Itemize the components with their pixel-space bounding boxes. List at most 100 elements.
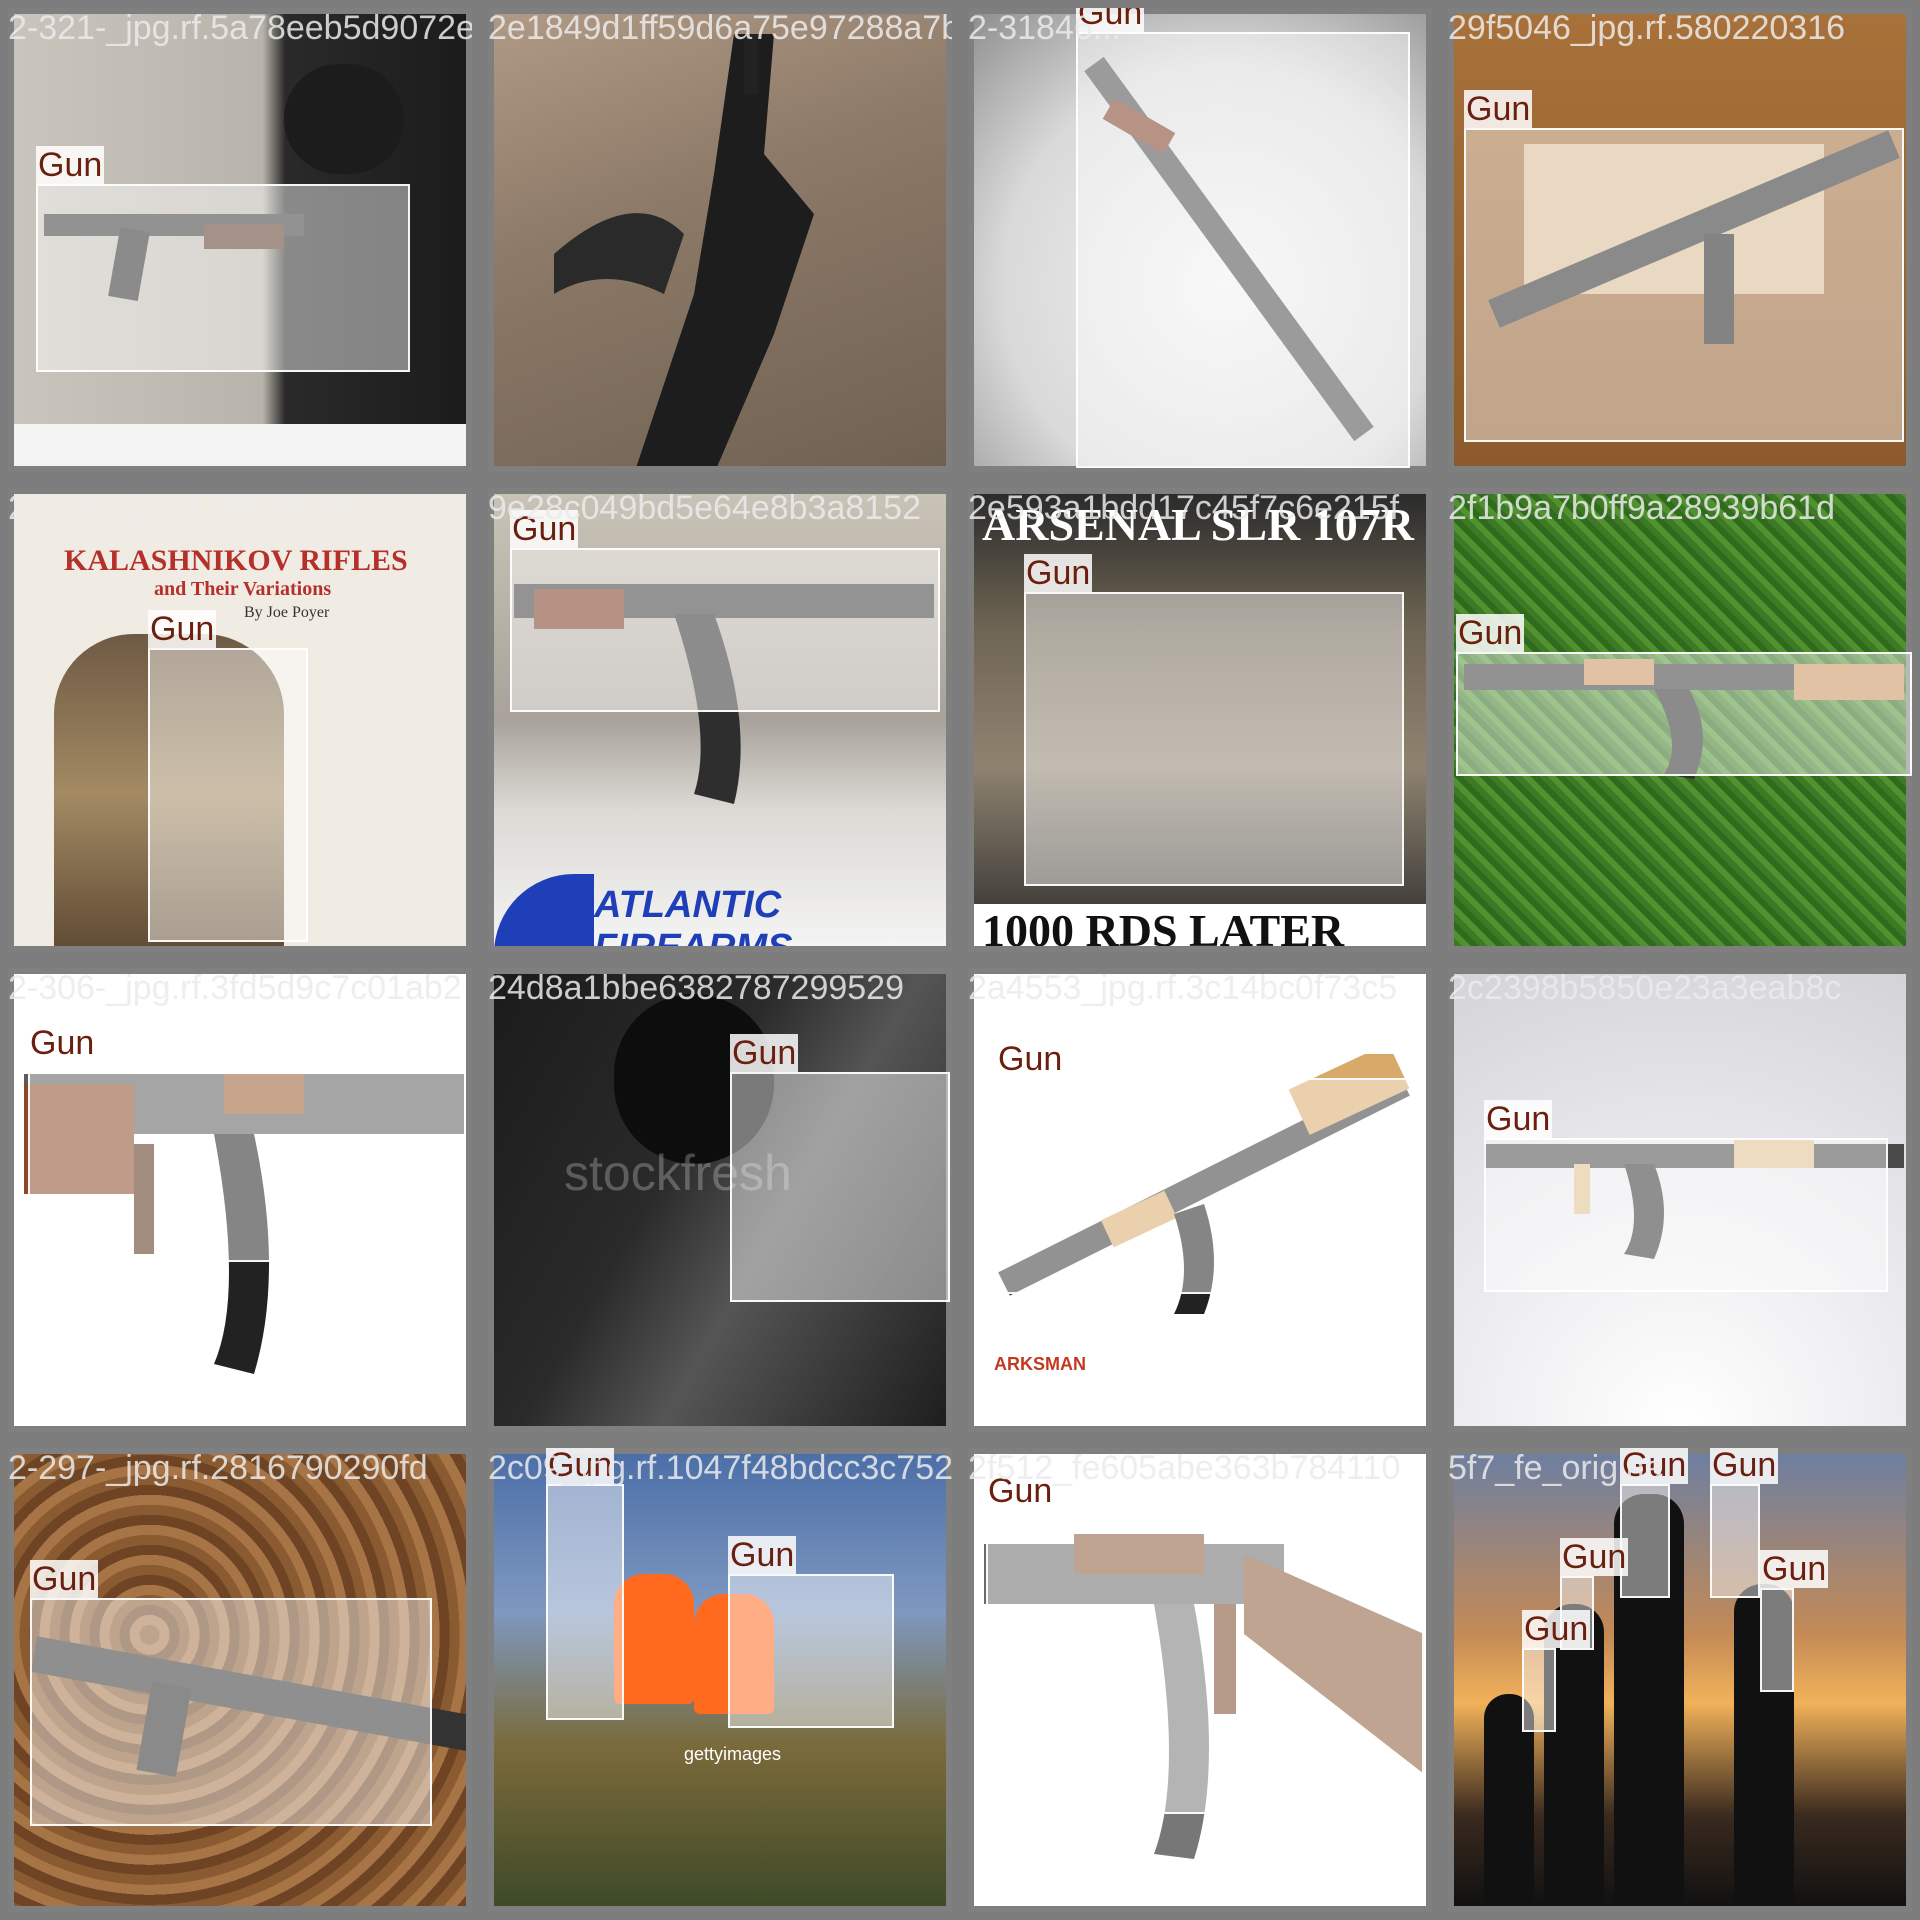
tile-15[interactable]: 2f512_fe605abe363b784110 Gun bbox=[960, 1440, 1440, 1920]
filename: 2-306-_jpg.rf.3fd5d9c7c01ab2 bbox=[8, 969, 462, 1007]
tile-8[interactable]: 2f1b9a7b0ff9a28939b61d Gun bbox=[1440, 480, 1920, 960]
detection-box[interactable]: Gun bbox=[1076, 8, 1410, 468]
class-label: Gun bbox=[148, 610, 217, 648]
detection-box[interactable]: Gun bbox=[1456, 614, 1912, 776]
banner-bottom-bg bbox=[974, 904, 1426, 946]
rifle-icon bbox=[1084, 56, 1374, 442]
filename: 2a4553_jpg.rf.3c14bc0f73c5 bbox=[968, 969, 1398, 1007]
filename: 2f1b9a7b0ff9a28939b61d bbox=[1448, 489, 1835, 527]
tile-12[interactable]: 2c2398b5850e23a3eab8c Gun bbox=[1440, 960, 1920, 1440]
tile-5[interactable]: KALASHNIKOV RIFLES and Their Variations … bbox=[0, 480, 480, 960]
photo bbox=[14, 14, 466, 466]
photo: ARKSMAN bbox=[974, 974, 1426, 1426]
class-label: Gun bbox=[36, 146, 105, 184]
rifle-icon bbox=[984, 1534, 1424, 1859]
detection-box[interactable]: Gun bbox=[1464, 90, 1904, 442]
tile-2[interactable]: 2e1849d1ff59d6a75e97288a7b18 bbox=[480, 0, 960, 480]
detection-box[interactable]: Gun bbox=[730, 1034, 950, 1302]
detection-box[interactable]: Gun bbox=[1024, 554, 1404, 886]
photo bbox=[494, 14, 946, 466]
photo bbox=[14, 1454, 466, 1906]
tile-7[interactable]: ARSENAL SLR 107R 1000 RDS LATER 2e593a1b… bbox=[960, 480, 1440, 960]
filename: 2c2398b5850e23a3eab8c bbox=[1448, 969, 1842, 1007]
class-label: Gun bbox=[1024, 554, 1093, 592]
cover-author: By Joe Poyer bbox=[244, 604, 330, 621]
rifle-icon bbox=[44, 214, 304, 302]
balaclava-head bbox=[614, 994, 774, 1164]
class-label: Gun bbox=[996, 1040, 1065, 1078]
footer-strip bbox=[14, 424, 466, 466]
rifle-icon bbox=[1488, 130, 1900, 344]
class-label: Gun bbox=[28, 1024, 97, 1062]
filename: 2-316-_jpg.rf.36fe9b44c02d bbox=[8, 489, 426, 527]
logo-text: ARKSMAN bbox=[994, 1354, 1086, 1374]
silhouette-4 bbox=[1484, 1694, 1534, 1906]
class-label: Gun bbox=[1456, 614, 1525, 652]
class-label: Gun bbox=[546, 1446, 615, 1484]
hunter-1 bbox=[614, 1574, 694, 1704]
tile-14[interactable]: gettyimages 2c09_jpg.rf.1047f48bdcc3c752… bbox=[480, 1440, 960, 1920]
rifle-icon bbox=[514, 584, 934, 804]
photo bbox=[1454, 494, 1906, 946]
logo-text: ATLANTIC FIREARMS bbox=[594, 884, 792, 946]
class-label: Gun bbox=[1484, 1100, 1553, 1138]
detection-box[interactable]: Gun bbox=[728, 1536, 894, 1728]
detection-box[interactable]: Gun bbox=[30, 1560, 432, 1826]
filename: 2-31846... bbox=[968, 9, 1122, 47]
detection-box[interactable]: Gun bbox=[1760, 1550, 1829, 1692]
watermark: stockfresh bbox=[564, 1145, 792, 1201]
detection-box[interactable]: Gun bbox=[996, 1040, 1424, 1294]
tile-4[interactable]: 29f5046_jpg.rf.580220316 Gun bbox=[1440, 0, 1920, 480]
detection-box[interactable]: Gun bbox=[1522, 1610, 1591, 1732]
helmet bbox=[284, 64, 404, 174]
detection-box[interactable]: Gun bbox=[986, 1472, 1424, 1814]
detection-box[interactable]: Gun bbox=[148, 610, 308, 942]
tile-16[interactable]: 5f7_fe_original Gun Gun Gun Gun Gun bbox=[1440, 1440, 1920, 1920]
class-label: Gun bbox=[1464, 90, 1533, 128]
rifle-icon bbox=[1464, 659, 1904, 779]
class-label: Gun bbox=[986, 1472, 1055, 1510]
tile-10[interactable]: stockfresh 24d8a1bbe6382787299529 Gun bbox=[480, 960, 960, 1440]
class-label: Gun bbox=[510, 510, 579, 548]
banner-bottom: 1000 RDS LATER bbox=[982, 905, 1345, 946]
detection-box[interactable]: Gun bbox=[1710, 1448, 1779, 1598]
class-label: Gun bbox=[728, 1536, 797, 1574]
logo-wave bbox=[494, 874, 594, 946]
soldier-figure bbox=[54, 634, 284, 946]
photo: KALASHNIKOV RIFLES and Their Variations … bbox=[14, 494, 466, 946]
class-label: Gun bbox=[30, 1560, 99, 1598]
detection-box[interactable]: Gun bbox=[1620, 1448, 1689, 1598]
rifle-icon bbox=[1484, 1140, 1904, 1259]
silhouette-3 bbox=[1734, 1584, 1794, 1906]
filename: 2c09_jpg.rf.1047f48bdcc3c752 bbox=[488, 1449, 954, 1487]
filename: 29f5046_jpg.rf.580220316 bbox=[1448, 9, 1846, 47]
tile-13[interactable]: 2-297-_jpg.rf.2816790290fd Gun bbox=[0, 1440, 480, 1920]
detection-box[interactable]: Gun bbox=[36, 146, 410, 372]
rifle-icon bbox=[554, 34, 814, 466]
tile-1[interactable]: 2-321-_jpg.rf.5a78eeb5d9072e2849 Gun bbox=[0, 0, 480, 480]
class-label: Gun bbox=[1076, 8, 1145, 32]
tile-6[interactable]: ATLANTIC FIREARMS 9e28c049bd5e64e8b3a815… bbox=[480, 480, 960, 960]
photo bbox=[974, 1454, 1426, 1906]
rifle-icon bbox=[24, 1074, 464, 1374]
filename: 2-297-_jpg.rf.2816790290fd bbox=[8, 1449, 428, 1487]
class-label: Gun bbox=[1760, 1550, 1829, 1588]
detection-box[interactable]: Gun bbox=[510, 510, 940, 712]
photo bbox=[974, 14, 1426, 466]
tile-9[interactable]: 2-306-_jpg.rf.3fd5d9c7c01ab2 Gun bbox=[0, 960, 480, 1440]
filename: 2-321-_jpg.rf.5a78eeb5d9072e2849 bbox=[8, 9, 475, 47]
class-label: Gun bbox=[730, 1034, 799, 1072]
banner-top: ARSENAL SLR 107R bbox=[982, 499, 1414, 550]
detection-box[interactable]: Gun bbox=[1484, 1100, 1888, 1292]
filename: 2f512_fe605abe363b784110 bbox=[968, 1449, 1401, 1487]
hunter-2 bbox=[694, 1594, 774, 1714]
class-label: Gun bbox=[1560, 1538, 1629, 1576]
tile-11[interactable]: ARKSMAN 2a4553_jpg.rf.3c14bc0f73c5 Gun bbox=[960, 960, 1440, 1440]
cover-title: KALASHNIKOV RIFLES bbox=[64, 544, 408, 577]
photo: stockfresh bbox=[494, 974, 946, 1426]
detection-box[interactable]: Gun bbox=[28, 1024, 466, 1262]
detection-box[interactable]: Gun bbox=[546, 1448, 624, 1720]
tile-3[interactable]: 2-31846... Gun bbox=[960, 0, 1440, 480]
photo: ATLANTIC FIREARMS bbox=[494, 494, 946, 946]
